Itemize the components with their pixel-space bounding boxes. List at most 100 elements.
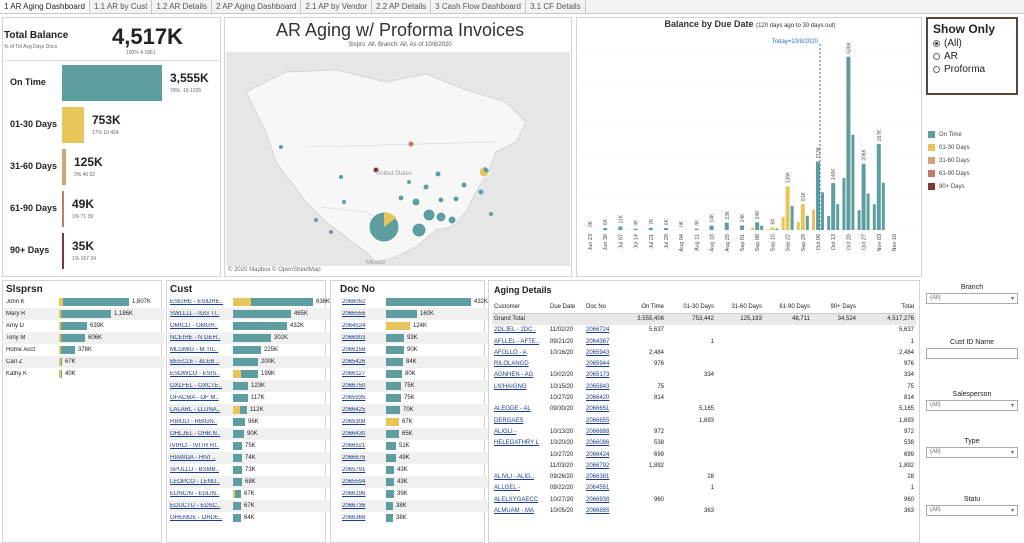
cust-row-bar[interactable] xyxy=(233,418,245,426)
doc-no-link[interactable]: 2065943 xyxy=(586,349,610,356)
docno-row-name[interactable]: 2065935 xyxy=(342,395,366,401)
chart-bar[interactable] xyxy=(842,178,846,230)
chart-bar[interactable] xyxy=(766,229,770,230)
tab-0[interactable]: 1 AR Aging Dashboard xyxy=(0,0,90,13)
customer-cell[interactable]: DERGAES xyxy=(494,417,524,424)
cust-row-bar[interactable] xyxy=(233,430,244,438)
customer-cell[interactable]: 2DLJEL - 2DC.. xyxy=(494,327,536,334)
docno-row[interactable]: 2066676 49K xyxy=(340,452,509,464)
cust-row-name[interactable]: EDNC/N - EDLIN.. xyxy=(170,491,220,497)
docno-row-name[interactable]: 2066368 xyxy=(342,515,366,521)
cust-row-name[interactable]: IVIRCI - IVITR RI.. xyxy=(170,443,220,449)
customer-cell[interactable] xyxy=(492,449,548,460)
cust-row-bar[interactable] xyxy=(233,514,241,522)
slsprsn-row[interactable]: Amy D 639K xyxy=(4,320,164,332)
show-only-option[interactable]: AR xyxy=(933,51,1011,62)
cust-row-name[interactable]: ESOWCO - ESIS.. xyxy=(170,371,220,377)
show-only-option[interactable]: (All) xyxy=(933,38,1011,49)
doc-no-link[interactable]: 2065843 xyxy=(586,383,610,390)
docno-row-name[interactable]: 2066676 xyxy=(342,455,366,461)
docno-row[interactable]: 2064524 124K xyxy=(340,320,509,332)
radio-icon[interactable] xyxy=(933,53,940,60)
docno-row[interactable]: 2065426 84K xyxy=(340,356,509,368)
cust-row-bar[interactable] xyxy=(233,370,258,378)
customer-cell[interactable]: LN'HAIGNG xyxy=(494,383,527,390)
doc-no-link[interactable]: 2066424 xyxy=(586,451,610,458)
balance-by-due-date-chart[interactable]: 0K Jun 23 6K Jun 30 11K Jul 07 4K Jul 14 7K Jul 2… xyxy=(580,30,920,275)
cust-row[interactable]: OMICLI - OMGH.. 432K xyxy=(168,320,352,332)
docno-row[interactable]: 2066425 70K xyxy=(340,404,509,416)
chart-bar[interactable] xyxy=(805,215,809,230)
legend-item[interactable]: 90+ Days xyxy=(928,180,970,193)
chart-bar[interactable] xyxy=(812,209,815,230)
docno-row[interactable]: 2065594 43K xyxy=(340,476,509,488)
chart-bar[interactable] xyxy=(785,186,790,230)
cust-row-name[interactable]: LEOPCO - LEND.. xyxy=(170,479,220,485)
aging-column-header[interactable]: Doc No xyxy=(584,302,622,314)
filter-dropdown[interactable]: (All) ▾ xyxy=(926,447,1018,458)
cust-row-bar[interactable] xyxy=(233,502,241,510)
cust-row-bar[interactable] xyxy=(233,322,287,330)
slsprsn-row[interactable]: Tony M 606K xyxy=(4,332,164,344)
doc-no-link[interactable]: 2066086 xyxy=(586,440,610,447)
docno-row-bar[interactable] xyxy=(386,358,403,366)
chart-bar[interactable] xyxy=(816,161,820,230)
cust-row-name[interactable]: BEECLE - &LEB .. xyxy=(170,359,220,365)
docno-row[interactable]: 2065308 67K xyxy=(340,416,509,428)
docno-row-bar[interactable] xyxy=(386,490,394,498)
chart-bar[interactable] xyxy=(851,134,855,230)
docno-row-bar[interactable] xyxy=(386,406,400,414)
docno-row-name[interactable]: 2066750 xyxy=(342,383,366,389)
doc-no-link[interactable]: 2066792 xyxy=(586,462,610,469)
slsprsn-row-name[interactable]: Home Acct xyxy=(6,347,36,353)
docno-row-bar[interactable] xyxy=(386,346,404,354)
cust-row-bar[interactable] xyxy=(233,346,261,354)
cust-row-name[interactable]: RBIULI - RBIGN.. xyxy=(170,419,218,425)
cust-row[interactable]: OHLJEL - OHB.N.. 90K xyxy=(168,428,352,440)
cust-row-bar[interactable] xyxy=(233,310,291,318)
slsprsn-row[interactable]: John K 1,607K xyxy=(4,296,164,308)
docno-row-bar[interactable] xyxy=(386,430,399,438)
cust-row[interactable]: RBIULI - RBIGN.. 96K xyxy=(168,416,352,428)
customer-cell[interactable] xyxy=(492,392,548,403)
cust-row[interactable]: SWLLLL - IGG TI.. 465K xyxy=(168,308,352,320)
slsprsn-row-bar[interactable] xyxy=(59,322,87,330)
docno-row[interactable]: 2066521 51K xyxy=(340,440,509,452)
aging-column-header[interactable]: 61-90 Days xyxy=(764,302,812,314)
doc-no-link[interactable]: 2066724 xyxy=(586,327,610,334)
docno-row[interactable]: 2066127 80K xyxy=(340,368,509,380)
chart-bar[interactable] xyxy=(861,163,866,230)
docno-row[interactable]: 2066430 65K xyxy=(340,428,509,440)
docno-row-bar[interactable] xyxy=(386,454,396,462)
aging-column-header[interactable]: 90+ Days xyxy=(812,302,858,314)
docno-row-name[interactable]: 2066430 xyxy=(342,431,366,437)
chart-bar[interactable] xyxy=(751,227,755,230)
docno-row-name[interactable]: 2064524 xyxy=(342,323,366,329)
chart-bar[interactable] xyxy=(740,225,744,231)
slsprsn-row-bar[interactable] xyxy=(59,334,85,342)
customer-cell[interactable]: ALIVLI - ALIG.. xyxy=(494,474,535,481)
doc-no-link[interactable]: 2066655 xyxy=(586,417,610,424)
chart-bar[interactable] xyxy=(872,204,876,230)
customer-cell[interactable]: AFOLLO - A xyxy=(494,349,527,356)
cust-row-bar[interactable] xyxy=(233,298,313,306)
doc-no-link[interactable]: 2065944 xyxy=(586,361,610,368)
chart-bar[interactable] xyxy=(603,228,608,230)
docno-row-bar[interactable] xyxy=(386,466,394,474)
chart-bar[interactable] xyxy=(827,215,831,230)
cust-row-bar[interactable] xyxy=(233,382,248,390)
doc-no-link[interactable]: 2066420 xyxy=(586,395,610,402)
legend-item[interactable]: 01-30 Days xyxy=(928,141,970,154)
slsprsn-row-name[interactable]: Tony M xyxy=(6,335,26,341)
tab-4[interactable]: 2.1 AP by Vendor xyxy=(301,0,373,13)
doc-no-link[interactable]: 2066381 xyxy=(586,474,610,481)
docno-row-name[interactable]: 2066052 xyxy=(342,299,366,305)
doc-no-link[interactable]: 2066651 xyxy=(586,406,610,413)
chart-bar[interactable] xyxy=(648,227,653,230)
chart-bar[interactable] xyxy=(836,204,840,230)
doc-no-link[interactable]: 2066885 xyxy=(586,507,610,514)
aging-column-header[interactable]: 01-30 Days xyxy=(666,302,716,314)
chart-bar[interactable] xyxy=(618,226,623,230)
cust-row-bar[interactable] xyxy=(233,454,242,462)
cust-row-bar[interactable] xyxy=(233,406,247,414)
